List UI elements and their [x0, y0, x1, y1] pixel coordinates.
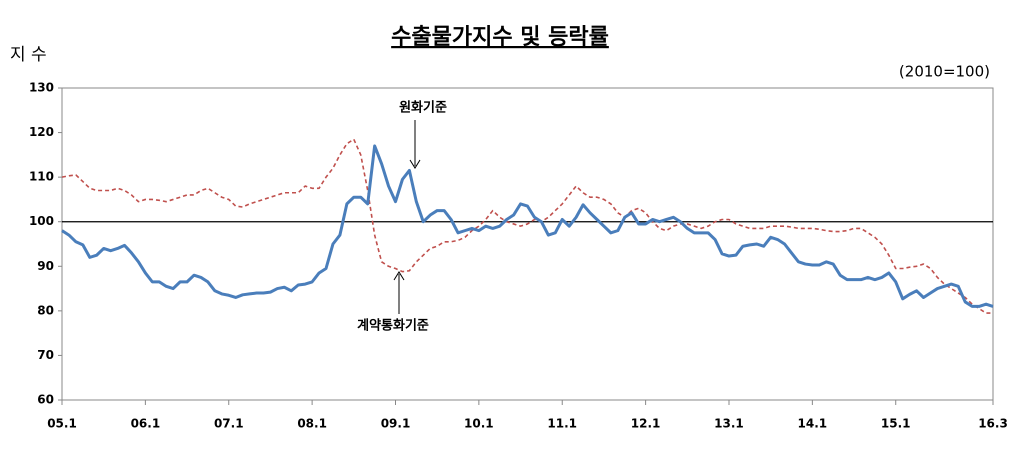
y-axis-label: 지 수: [10, 45, 47, 65]
y-tick-label: 80: [37, 303, 54, 317]
arrow-head: [393, 271, 405, 281]
x-tick-label: 06.1: [131, 417, 161, 431]
x-tick-label: 12.1: [631, 417, 661, 431]
x-tick-label: 11.1: [547, 417, 577, 431]
x-tick-label: 07.1: [214, 417, 244, 431]
x-tick-label: 05.1: [47, 417, 77, 431]
y-tick-label: 110: [29, 170, 54, 184]
x-tick-label: 13.1: [714, 417, 744, 431]
y-tick-label: 90: [37, 259, 54, 273]
x-tick-label: 09.1: [381, 417, 411, 431]
x-tick-label: 14.1: [798, 417, 828, 431]
chart-title: 수출물가지수 및 등락률: [391, 25, 609, 50]
x-tick-label: 15.1: [881, 417, 911, 431]
annotation: 원화기준: [399, 100, 447, 116]
x-tick-label: 10.1: [464, 417, 494, 431]
y-tick-label: 120: [29, 125, 54, 139]
annotation: 계약통화기준: [357, 318, 429, 334]
y-tick-label: 70: [37, 348, 54, 362]
series-line: [61, 144, 994, 308]
arrow-head: [409, 159, 421, 169]
y-tick-label: 130: [29, 81, 54, 95]
plot-frame: [61, 87, 994, 401]
series-line: [61, 138, 993, 314]
y-tick-label: 60: [37, 393, 54, 407]
x-tick-label: 08.1: [297, 417, 327, 431]
unit-note: (2010=100): [899, 63, 990, 81]
y-tick-label: 100: [29, 214, 54, 228]
x-tick-label: 16.3: [978, 417, 1008, 431]
